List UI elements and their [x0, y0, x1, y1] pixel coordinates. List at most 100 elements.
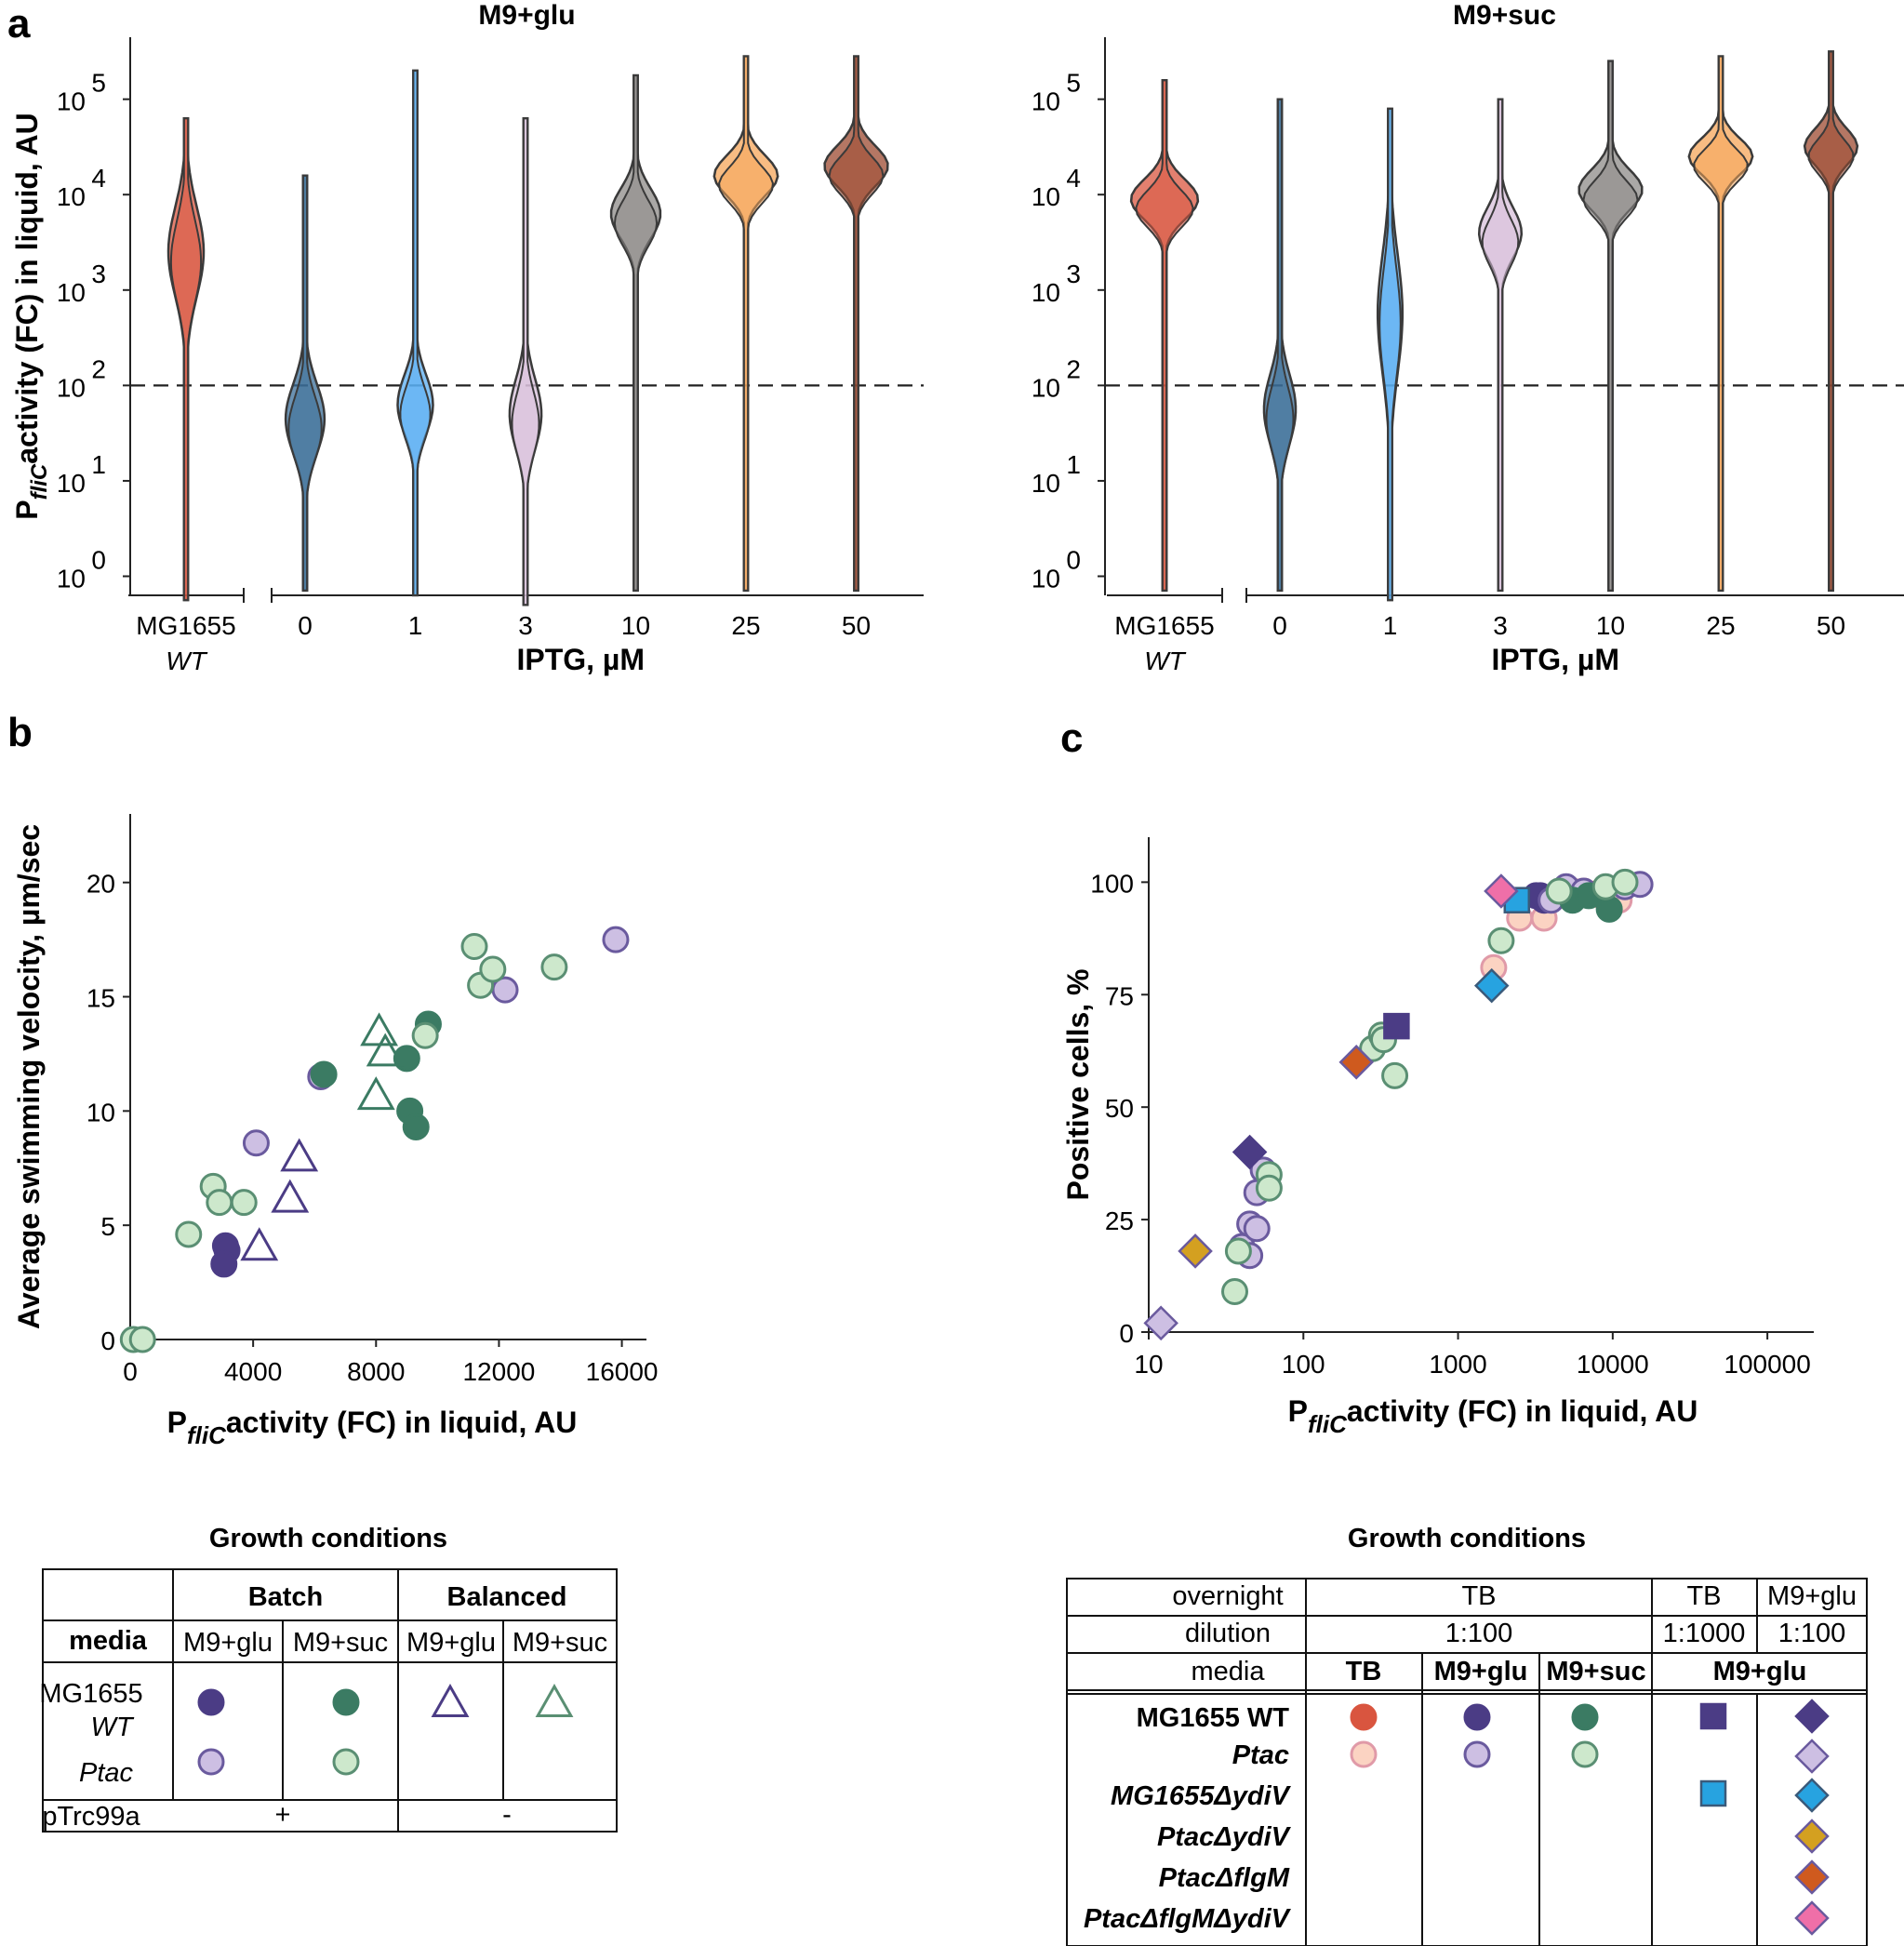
x-tick-label: 16000 — [586, 1357, 659, 1386]
legend-marker-ptac-tb — [1350, 1740, 1378, 1768]
legend-marker-ydiv-tb-1000 — [1699, 1779, 1727, 1807]
y-tick-label-exponent: 4 — [91, 164, 106, 193]
header-balanced: Balanced — [447, 1582, 567, 1612]
scatter-chart-velocity: 0 5 10 15 20 0 4000 8000 12000 16000 PfliCactivity… — [12, 814, 659, 1449]
panel-letter-b: b — [7, 710, 33, 755]
point-ptac-batch-m9-suc — [540, 953, 568, 981]
x-tick-label: 100000 — [1724, 1350, 1810, 1379]
axis-title: PfliCactivity (FC) in liquid, AU — [1288, 1394, 1698, 1438]
row-ptrc99a: pTrc99a — [42, 1802, 140, 1832]
violin-replicate-25 — [718, 55, 774, 592]
x-tick-label: 10 — [1134, 1350, 1163, 1379]
point-ptac-m9-suc — [1381, 1061, 1409, 1089]
media-tb-0: TB — [1346, 1657, 1382, 1686]
axis-title-rest: activity (FC) in liquid, AU — [1347, 1394, 1698, 1428]
x-tick-label: 4000 — [224, 1357, 282, 1386]
y-tick-label-base: 10 — [1032, 182, 1060, 211]
point-ptac-batch-m9-suc — [128, 1326, 156, 1353]
header-dilution-1-100: 1:100 — [1445, 1619, 1513, 1648]
panel-letter-c: c — [1060, 715, 1083, 761]
y-tick-label-exponent: 5 — [1066, 69, 1081, 98]
legend-marker-wt-balanced-glu — [431, 1683, 470, 1717]
y-axis-title-p: P — [10, 500, 44, 519]
legend-marker-wt-tb — [1350, 1703, 1378, 1731]
point-mg1655-wt-balanced-m9-suc — [360, 1012, 399, 1046]
legend-marker-ptac-m9glu — [1463, 1740, 1491, 1768]
row-mg1655-ydiv: MG1655ΔydiV — [1111, 1781, 1292, 1811]
y-tick-label-base: 10 — [57, 278, 86, 307]
axis-title-p: P — [1288, 1394, 1308, 1428]
x-tick-label: 1000 — [1429, 1350, 1486, 1379]
header-dilution: dilution — [1185, 1619, 1271, 1648]
point-mg1655-wt-batch-m9-suc — [402, 1113, 430, 1141]
y-tick-label: 75 — [1105, 981, 1134, 1010]
legend-marker-ptac-ydiv — [1794, 1819, 1830, 1854]
y-tick-label-exponent: 3 — [1066, 260, 1081, 288]
axis-title-subscript: fliC — [187, 1421, 227, 1449]
point-ptac-batch-m9-suc — [206, 1189, 233, 1217]
x-tick-label-1: 1 — [408, 611, 423, 640]
row-ptac: Ptac — [79, 1758, 134, 1788]
row-ptac-flgm-ydiv: PtacΔflgMΔydiV — [1084, 1904, 1292, 1934]
x-tick-label-wt: MG1655 — [1114, 611, 1214, 640]
legend-marker-wt-m9glu — [1463, 1703, 1491, 1731]
y-tick-label: 10 — [87, 1098, 115, 1126]
y-tick-label-base: 10 — [1032, 87, 1060, 116]
violin-replicate-0 — [287, 174, 323, 592]
violin-replicate-1 — [399, 69, 432, 596]
point-mg1655-wt-batch-m9-glu — [210, 1250, 238, 1278]
violin-replicate-50 — [1807, 50, 1855, 592]
violin-replicate-3 — [1481, 98, 1520, 592]
point-ptac-m9-suc — [1487, 926, 1515, 954]
violin-replicate-1 — [1378, 107, 1402, 602]
x-tick-label-0: 0 — [298, 611, 313, 640]
point-ptac-ydiv-m9-glu — [1178, 1233, 1213, 1269]
y-tick-label: 25 — [1105, 1206, 1134, 1235]
x-tick-label-10: 10 — [621, 611, 650, 640]
x-tick-label-3: 3 — [518, 611, 533, 640]
point-ptac-batch-m9-suc — [175, 1220, 203, 1248]
point-mg1655-wt-balanced-m9-suc — [366, 1033, 405, 1067]
point-mg1655-wt-balanced-m9-glu — [271, 1179, 310, 1213]
x-tick-label: 10000 — [1577, 1350, 1649, 1379]
x-tick-label-25: 25 — [1706, 611, 1735, 640]
x-tick-label-0: 0 — [1272, 611, 1287, 640]
header-overnight-tb: TB — [1461, 1581, 1496, 1611]
axis-title-rest: activity (FC) in liquid, AU — [226, 1406, 577, 1439]
x-tick-label-10: 10 — [1596, 611, 1625, 640]
y-tick-label: 0 — [100, 1326, 115, 1355]
row-mg1655-wt: MG1655 WT — [1137, 1703, 1290, 1733]
legend-marker-wt-tb-1000 — [1699, 1702, 1727, 1730]
point-ptac-batch-m9-glu — [242, 1129, 270, 1157]
y-tick-label-base: 10 — [1032, 278, 1060, 307]
legend-marker-wt-m9glu-overnight — [1794, 1699, 1830, 1734]
point-ptac-batch-m9-suc — [479, 955, 507, 983]
y-axis-title-subscript: fliC — [27, 463, 52, 500]
y-axis-title: Average swimming velocity, µm/sec — [12, 824, 46, 1329]
violin-replicate-mg1655-wt — [169, 117, 203, 602]
point-mg1655-wt-balanced-m9-suc — [356, 1076, 395, 1111]
scatter-chart-positive-cells: 0 25 50 75 100 10 100 1000 10000 100000 PfliCactiv… — [1061, 837, 1814, 1438]
point-ptac-m9-suc — [1221, 1277, 1249, 1305]
column-m9-glu: M9+glu — [183, 1628, 273, 1658]
violin-replicate-mg1655-wt — [1135, 79, 1194, 592]
column-m9-suc: M9+suc — [293, 1628, 388, 1658]
y-tick-label-exponent: 1 — [1066, 450, 1081, 479]
x-tick-label-1: 1 — [1383, 611, 1398, 640]
legend-marker-wt-m9suc — [1571, 1703, 1599, 1731]
point-ptac-m9-suc — [1224, 1237, 1252, 1265]
media-m9-glu-1: M9+glu — [1434, 1657, 1528, 1686]
x-tick-label-wt: MG1655 — [136, 611, 235, 640]
point-mg1655-wt-m9-suc — [1595, 895, 1623, 923]
y-tick-label-exponent: 5 — [91, 69, 106, 98]
media-m9-glu-3: M9+glu — [1713, 1657, 1807, 1686]
legend-marker-ptac-m9suc — [1571, 1740, 1599, 1768]
legend-marker-ptac-flgm — [1794, 1859, 1830, 1895]
point-ptac-flgm-m9-glu — [1338, 1045, 1374, 1080]
y-tick-label-exponent: 1 — [91, 450, 106, 479]
y-tick-label: 50 — [1105, 1094, 1134, 1123]
table-border — [1066, 1578, 1868, 1946]
